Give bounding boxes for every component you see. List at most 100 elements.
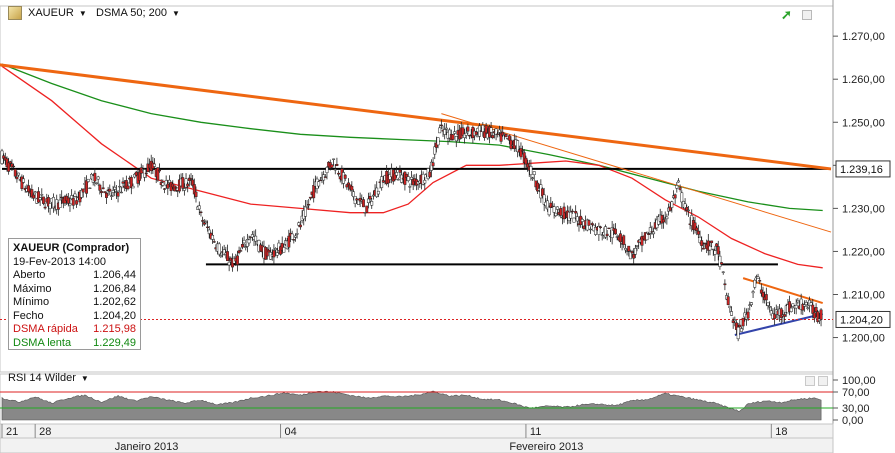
candle: [809, 302, 813, 306]
candle: [235, 255, 239, 265]
close-icon[interactable]: [818, 376, 828, 386]
candle: [305, 206, 309, 208]
candle: [761, 292, 765, 298]
candle: [481, 124, 485, 133]
tooltip-value: 1.202,62: [93, 296, 136, 308]
rsi-tick-label: 0,00: [842, 415, 863, 427]
symbol-label: XAUEUR: [28, 7, 74, 19]
candle: [129, 177, 133, 189]
candle: [431, 162, 435, 167]
candle: [491, 135, 495, 138]
tooltip-row-close: Fecho 1.204,20: [13, 310, 136, 324]
candle: [86, 178, 90, 182]
candle: [240, 244, 244, 248]
candle: [559, 208, 563, 216]
candle: [801, 303, 805, 311]
candle: [244, 246, 248, 248]
candle: [118, 185, 122, 188]
candle: [242, 239, 246, 244]
candle: [199, 211, 203, 214]
candle: [438, 127, 442, 134]
candle: [201, 220, 205, 222]
tooltip-row-low: Mínimo 1.202,62: [13, 296, 136, 310]
candle: [489, 127, 493, 133]
indicator-selector[interactable]: DSMA 50; 200 ▼: [96, 4, 180, 22]
candle: [219, 255, 223, 257]
candle: [114, 191, 118, 193]
indicator-label: DSMA 50; 200: [96, 7, 167, 19]
candle: [22, 178, 26, 183]
candle: [706, 240, 710, 251]
candle: [12, 165, 16, 168]
candle: [633, 248, 637, 255]
candle: [627, 245, 631, 252]
candle: [345, 184, 349, 188]
candle: [741, 317, 745, 327]
candle: [610, 227, 614, 239]
candle: [48, 203, 52, 209]
candle: [95, 182, 98, 184]
candle: [652, 231, 656, 235]
trend-arrow-icon[interactable]: ➚: [781, 7, 792, 22]
candle: [168, 179, 171, 184]
candle: [68, 203, 72, 206]
candle: [686, 209, 690, 212]
candle: [715, 243, 719, 247]
candle: [769, 310, 773, 316]
candle: [96, 176, 100, 180]
candle: [758, 280, 762, 282]
price-label-box: [835, 310, 891, 328]
dropdown-arrow-icon: ▼: [171, 8, 180, 18]
candle: [453, 131, 457, 134]
gold-bar-icon: [8, 6, 22, 20]
tooltip-label: Aberto: [13, 269, 46, 281]
candle: [38, 197, 42, 200]
candle: [350, 185, 354, 191]
candle: [816, 311, 820, 322]
candle: [811, 304, 815, 314]
candle: [366, 198, 370, 203]
maximize-icon[interactable]: [801, 10, 812, 20]
candle: [730, 311, 733, 316]
candle: [144, 172, 148, 175]
candle: [632, 254, 636, 259]
candle: [677, 180, 680, 183]
candle: [202, 222, 206, 225]
candle: [355, 198, 359, 201]
candle: [307, 204, 311, 206]
rsi-selector[interactable]: RSI 14 Wilder ▼: [8, 372, 89, 384]
candle: [100, 191, 103, 193]
candle: [164, 180, 168, 186]
candle: [695, 227, 699, 231]
candle: [33, 191, 37, 194]
candle: [522, 152, 526, 163]
candle: [570, 210, 574, 213]
tooltip-value: 1.206,84: [93, 282, 136, 295]
candle: [497, 129, 501, 133]
candle: [166, 183, 170, 189]
candle: [700, 240, 704, 246]
candle: [411, 179, 415, 186]
candle: [756, 276, 760, 279]
candle: [361, 199, 365, 208]
candle: [552, 206, 556, 213]
candle: [713, 250, 717, 255]
candle: [768, 306, 772, 308]
symbol-selector[interactable]: XAUEUR ▼: [8, 4, 87, 22]
candle: [466, 126, 470, 132]
candle: [587, 220, 591, 226]
candle: [728, 306, 732, 309]
candle: [46, 197, 50, 207]
candle: [98, 184, 102, 191]
candle: [138, 171, 142, 181]
candle: [698, 236, 702, 243]
candle: [226, 251, 229, 262]
candle: [393, 173, 397, 180]
candle: [428, 171, 432, 178]
candle: [572, 217, 576, 223]
candle: [494, 128, 498, 135]
candle: [720, 262, 724, 265]
settings-icon[interactable]: [805, 376, 815, 386]
candle: [678, 187, 682, 190]
y-tick-label: 1.200,00: [842, 333, 885, 345]
